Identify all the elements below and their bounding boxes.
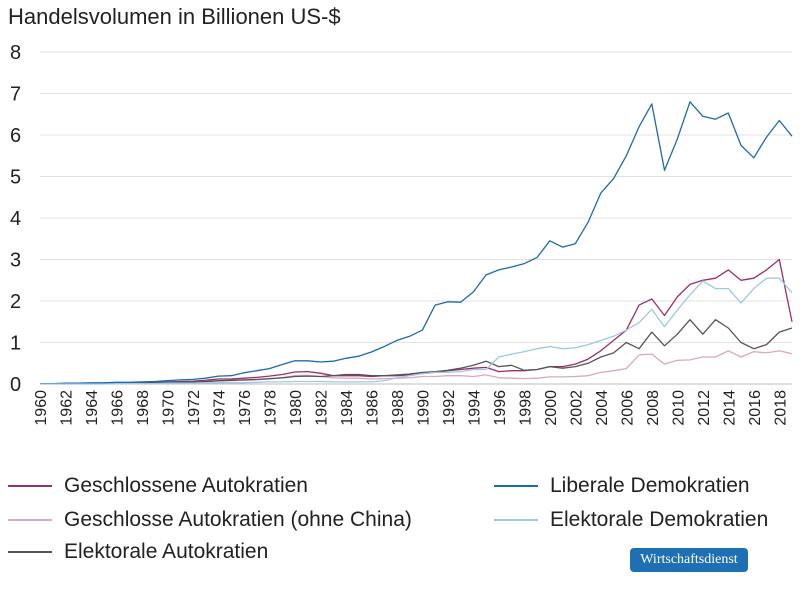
legend-label: Geschlosse Autokratien (ohne China) xyxy=(64,508,412,531)
x-tick-label: 2006 xyxy=(619,390,636,426)
y-tick-label: 1 xyxy=(10,333,21,355)
x-tick-label: 1962 xyxy=(58,390,75,426)
x-tick-label: 1982 xyxy=(313,390,330,426)
legend-swatch xyxy=(8,519,52,521)
x-tick-label: 1998 xyxy=(517,390,534,426)
legend-label: Elektorale Demokratien xyxy=(550,508,769,531)
y-tick-label: 4 xyxy=(10,208,21,230)
series-line-elektorale-autokratien xyxy=(40,319,793,385)
y-tick-label: 8 xyxy=(10,42,21,64)
x-tick-label: 1972 xyxy=(186,390,203,426)
x-tick-label: 1988 xyxy=(390,390,407,426)
x-tick-label: 2004 xyxy=(594,390,611,426)
y-tick-label: 2 xyxy=(10,291,21,313)
chart-title: Handelsvolumen in Billionen US-$ xyxy=(8,4,341,29)
x-tick-label: 1994 xyxy=(466,390,483,426)
legend-item-geschlossene-autokratien-ohne-china: Geschlosse Autokratien (ohne China) xyxy=(8,508,412,532)
series-line-liberale-demokratien xyxy=(40,101,793,385)
legend: Geschlossene Autokratien Geschlosse Auto… xyxy=(0,470,800,570)
publisher-badge: Wirtschaftsdienst xyxy=(630,548,748,572)
series-lines xyxy=(40,101,793,385)
legend-label: Geschlossene Autokratien xyxy=(64,474,308,497)
x-tick-label: 1966 xyxy=(109,390,126,426)
x-tick-label: 1970 xyxy=(160,390,177,426)
y-tick-label: 6 xyxy=(10,125,21,147)
legend-swatch xyxy=(494,485,538,487)
x-tick-label: 1968 xyxy=(135,390,152,426)
x-tick-label: 1976 xyxy=(237,390,254,426)
y-tick-label: 7 xyxy=(10,84,21,106)
x-tick-label: 1974 xyxy=(211,390,228,426)
legend-swatch xyxy=(8,485,52,487)
x-tick-label: 1990 xyxy=(415,390,432,426)
series-line-geschlossene-autokratien xyxy=(40,258,793,385)
legend-item-geschlossene-autokratien: Geschlossene Autokratien xyxy=(8,474,308,498)
x-tick-label: 1978 xyxy=(262,390,279,426)
series-line-elektorale-demokratien xyxy=(40,277,793,385)
x-tick-label: 2012 xyxy=(696,390,713,426)
x-tick-label: 1996 xyxy=(492,390,509,426)
x-axis-ticks: 1960 1962 1964 1966 1968 1970 1972 1974 1976 1978… xyxy=(33,390,789,426)
x-tick-label: 2002 xyxy=(568,390,585,426)
y-tick-label: 3 xyxy=(10,250,21,272)
x-tick-label: 1986 xyxy=(364,390,381,426)
x-tick-label: 1964 xyxy=(84,390,101,426)
x-tick-label: 1992 xyxy=(441,390,458,426)
legend-swatch xyxy=(8,551,52,553)
x-tick-label: 2010 xyxy=(670,390,687,426)
x-tick-label: 2000 xyxy=(543,390,560,426)
legend-label: Liberale Demokratien xyxy=(550,474,750,497)
legend-swatch xyxy=(494,519,538,521)
x-tick-label: 2008 xyxy=(645,390,662,426)
x-tick-label: 2014 xyxy=(721,390,738,426)
legend-item-elektorale-demokratien: Elektorale Demokratien xyxy=(494,508,768,532)
legend-label: Elektorale Autokratien xyxy=(64,540,269,563)
x-tick-label: 2016 xyxy=(747,390,764,426)
series-line-geschlosse-autokratien-ohne-china xyxy=(40,350,793,385)
grid-lines xyxy=(40,51,792,385)
x-tick-label: 2018 xyxy=(772,390,789,426)
y-axis-ticks: 0 1 2 3 4 5 6 7 8 xyxy=(10,42,21,396)
legend-item-elektorale-autokratien: Elektorale Autokratien xyxy=(8,540,268,564)
legend-item-liberale-demokratien: Liberale Demokratien xyxy=(494,474,750,498)
y-tick-label: 5 xyxy=(10,167,21,189)
x-tick-label: 1960 xyxy=(33,390,50,426)
x-tick-label: 1984 xyxy=(339,390,356,426)
y-tick-label: 0 xyxy=(10,374,21,396)
x-tick-label: 1980 xyxy=(288,390,305,426)
